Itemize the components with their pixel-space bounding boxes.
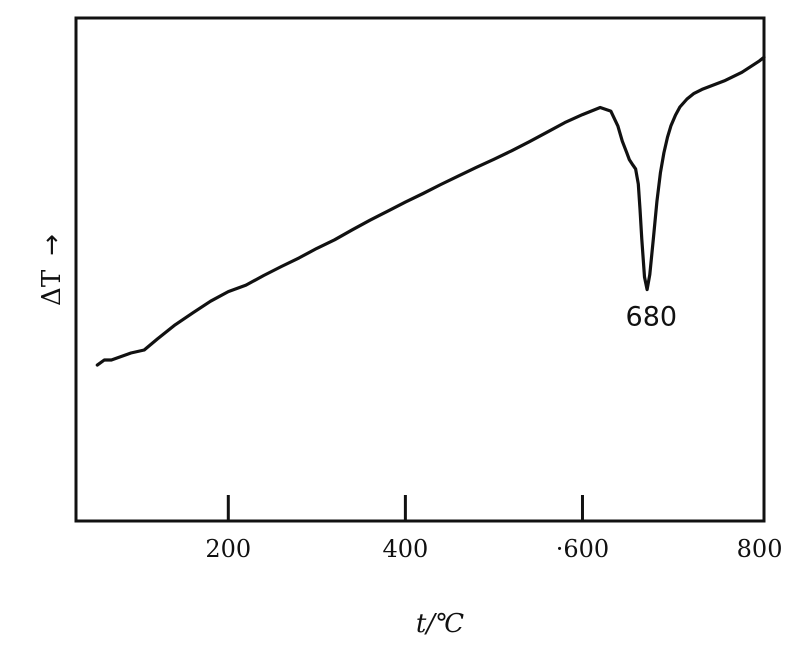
x-tick-label-400: 400 bbox=[382, 535, 428, 563]
x-ticks bbox=[226, 495, 584, 521]
y-axis-title: ΔT → bbox=[37, 234, 67, 306]
y-axis-label: ΔT bbox=[37, 269, 67, 306]
x-tick-label-600: ·600 bbox=[556, 535, 609, 563]
plot-frame bbox=[74, 16, 766, 523]
x-tick-labels: 200 400 ·600 800 bbox=[205, 535, 782, 563]
series-line bbox=[95, 55, 766, 367]
y-axis-arrow: → bbox=[37, 234, 67, 256]
x-tick-label-800: 800 bbox=[737, 535, 783, 563]
x-tick-label-200: 200 bbox=[205, 535, 251, 563]
svg-text:ΔT→: ΔT → bbox=[37, 234, 67, 306]
x-axis-title: t/℃ bbox=[416, 609, 464, 639]
peak-annotation: 680 bbox=[626, 302, 678, 333]
